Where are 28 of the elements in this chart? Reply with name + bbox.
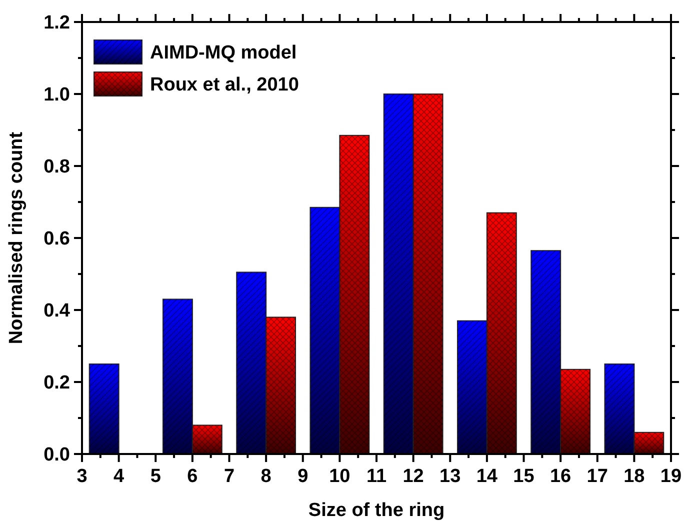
y-tick-label: 0.0	[44, 444, 70, 466]
x-tick-label: 19	[660, 466, 682, 487]
x-tick-label: 15	[513, 466, 535, 487]
x-tick-label: 6	[187, 466, 198, 487]
x-tick-label: 11	[366, 466, 387, 487]
x-tick-label: 14	[476, 466, 498, 487]
x-tick-label: 3	[76, 466, 88, 487]
y-tick-label: 1.0	[44, 84, 70, 106]
y-tick-label: 0.2	[44, 372, 70, 394]
y-axis-title: Normalised rings count	[6, 131, 27, 344]
y-tick-label: 0.4	[44, 300, 70, 322]
legend-label: AIMD-MQ model	[150, 42, 297, 64]
x-tick-label: 12	[402, 466, 424, 487]
x-tick-label: 10	[329, 466, 350, 487]
x-tick-label: 16	[550, 466, 572, 487]
x-tick-label: 7	[224, 466, 235, 487]
y-tick-label: 0.6	[44, 228, 70, 250]
x-axis-title: Size of the ring	[308, 500, 445, 521]
x-tick-label: 9	[298, 466, 308, 487]
x-tick-label: 18	[624, 466, 645, 487]
x-tick-label: 17	[586, 466, 608, 487]
x-tick-label: 5	[150, 466, 162, 487]
legend-label: Roux et al., 2010	[150, 74, 299, 96]
y-tick-label: 1.2	[44, 12, 70, 34]
x-tick-label: 13	[440, 466, 461, 487]
x-tick-label: 8	[260, 466, 272, 487]
x-tick-label: 4	[114, 466, 125, 487]
y-tick-label: 0.8	[44, 156, 70, 178]
